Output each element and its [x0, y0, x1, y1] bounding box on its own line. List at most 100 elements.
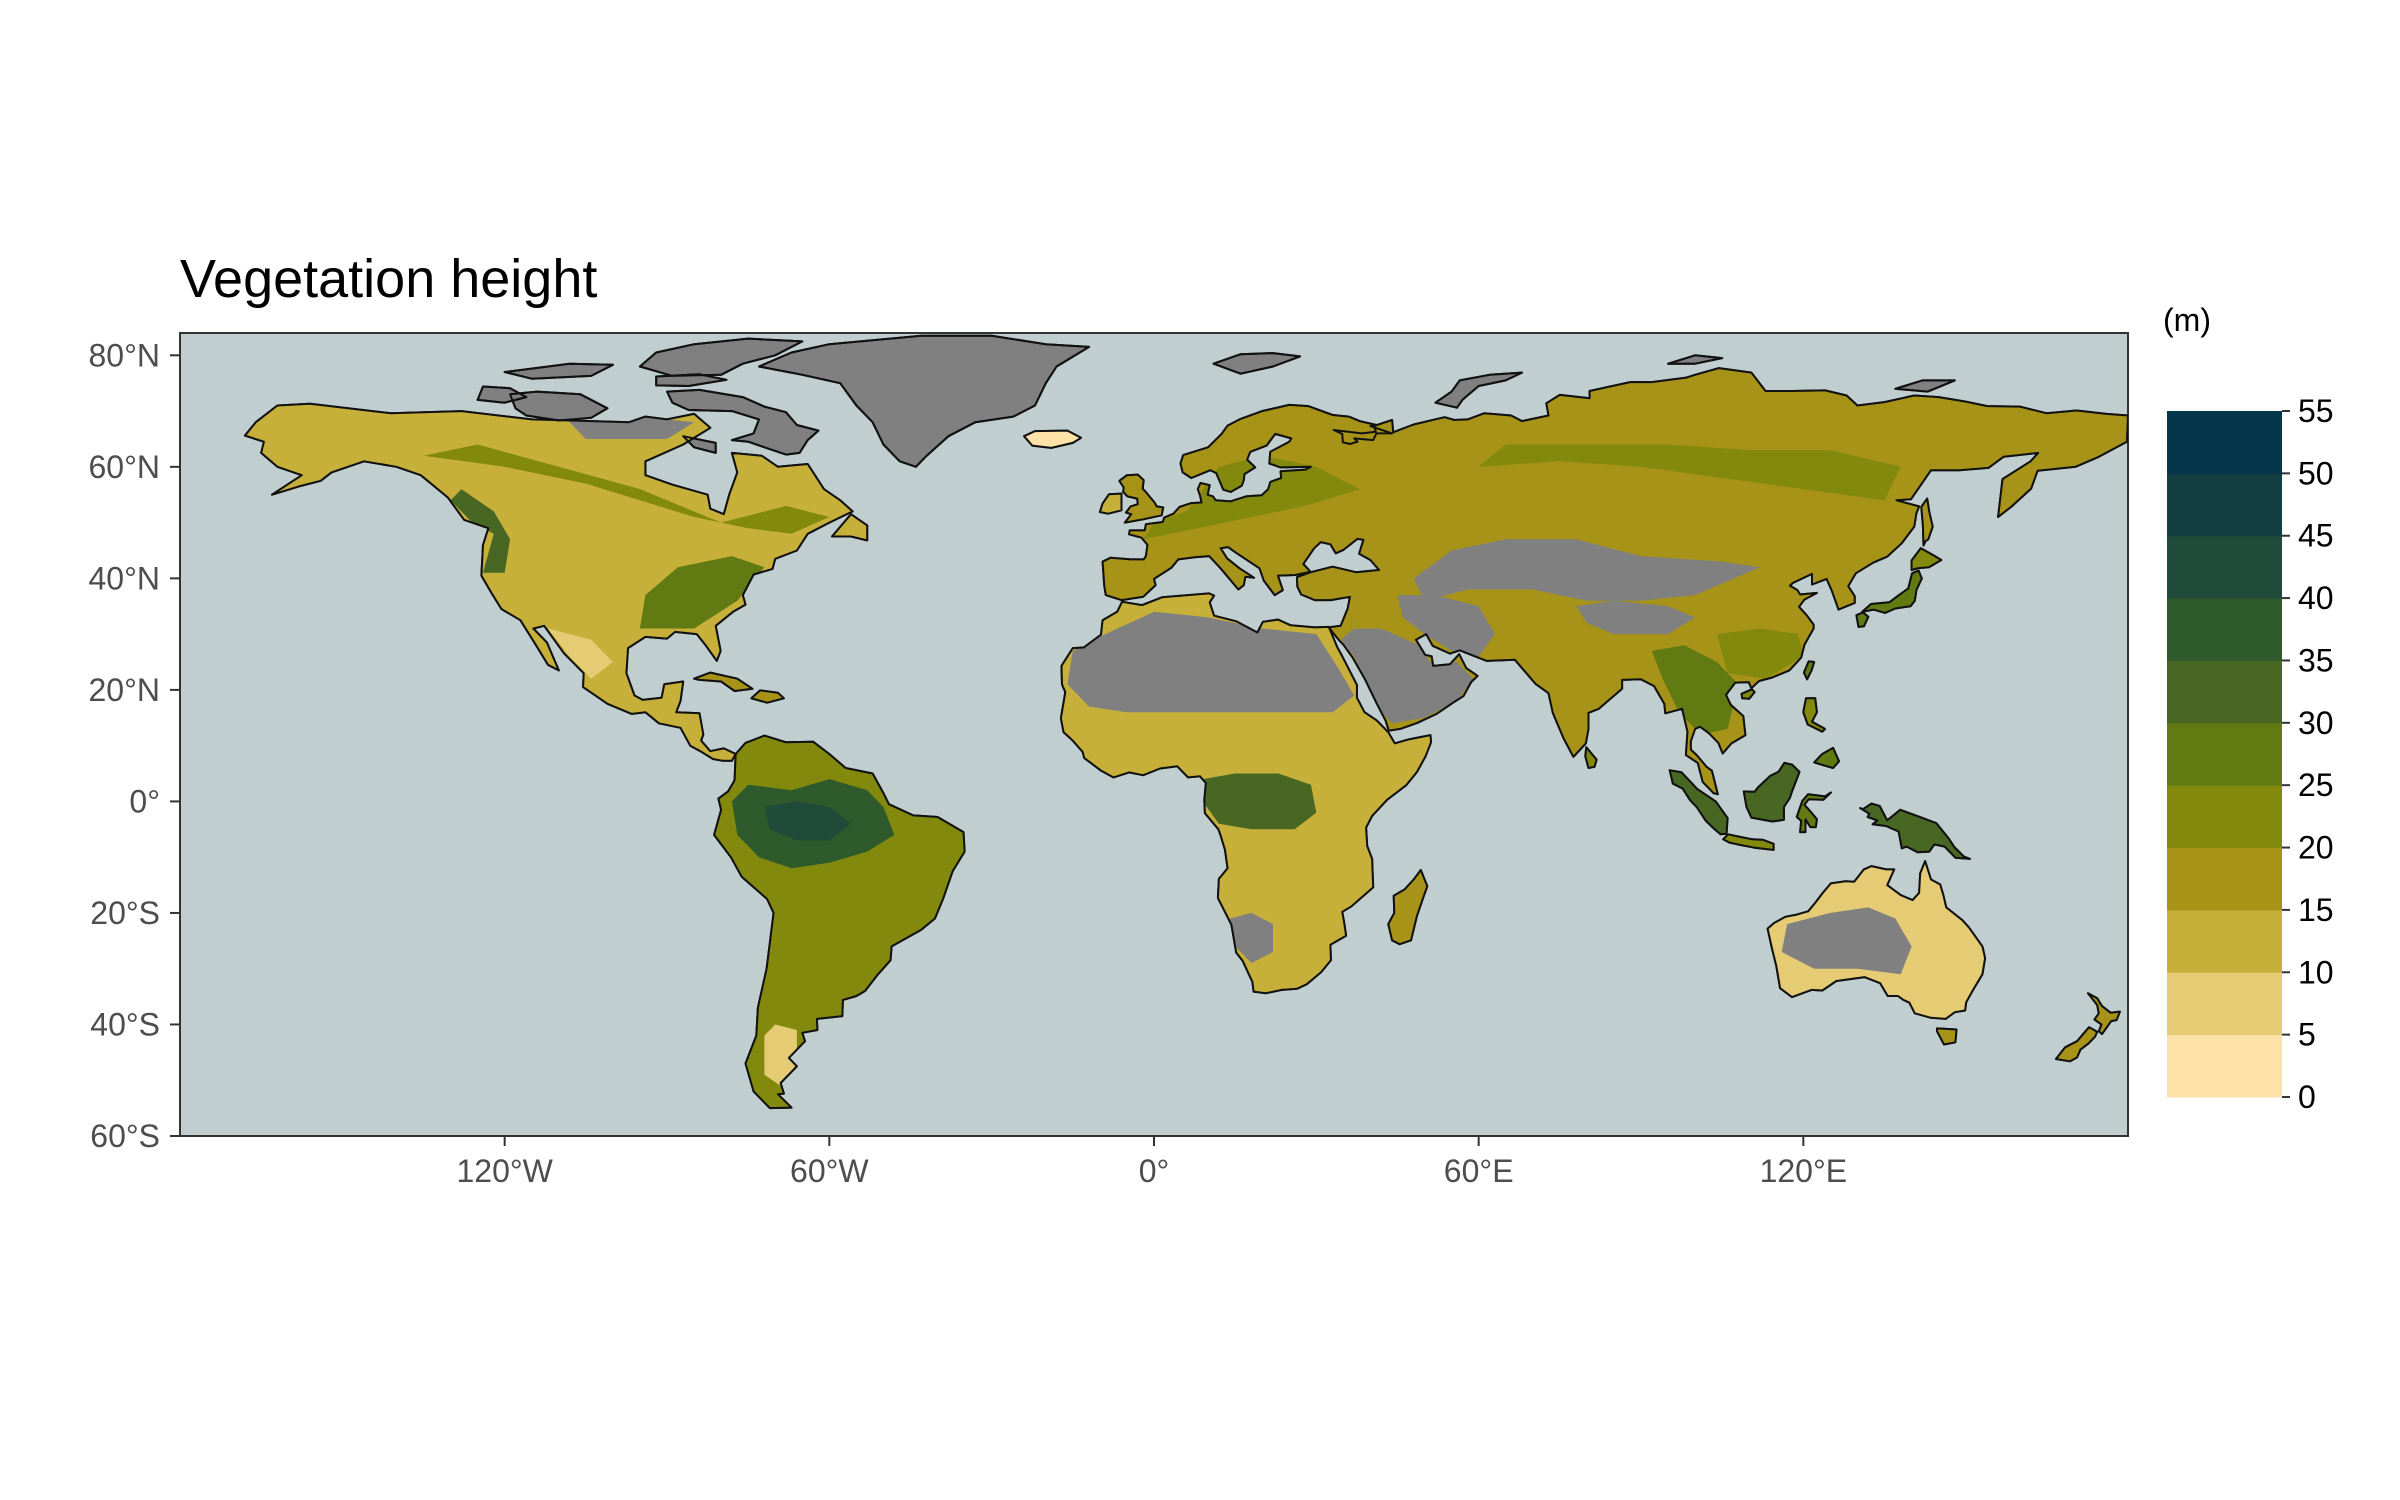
- south-china-patch: [1716, 628, 1804, 679]
- north-america-coastline: [243, 402, 854, 762]
- legend-label: 45: [2298, 518, 2334, 554]
- map-panel: [179, 332, 2129, 1137]
- borneo-vegetation: [1743, 762, 1800, 822]
- y-tick-label: 0°: [129, 783, 160, 819]
- novaya-zemlya-coastline: [1434, 371, 1523, 409]
- nz-south-vegetation: [2056, 1027, 2098, 1062]
- hispaniola-coastline: [750, 689, 785, 704]
- africa-coastline: [1059, 592, 1432, 995]
- central-asia-desert-patch: [1413, 539, 1760, 601]
- y-tick-label: 20°S: [90, 895, 160, 931]
- baffin-coastline: [666, 388, 820, 456]
- vegetation-patches: [423, 377, 1912, 1086]
- legend-label: 10: [2298, 954, 2334, 990]
- legend-bin-40-45: [2167, 535, 2282, 599]
- siberian-taiga-patch: [1478, 444, 1901, 501]
- tibet-plateau-patch: [1576, 600, 1696, 635]
- queen-elizabeth-w-coastline: [503, 362, 614, 380]
- legend-title: (m): [2163, 302, 2211, 338]
- legend-label: 55: [2298, 393, 2334, 429]
- australia-coastline: [1766, 860, 1987, 1020]
- legend-label: 15: [2298, 892, 2334, 928]
- new-guinea-vegetation: [1860, 803, 1970, 859]
- philippines-vegetation: [1803, 698, 1825, 732]
- y-tick-label: 60°S: [90, 1118, 160, 1154]
- legend-label: 25: [2298, 767, 2334, 803]
- iceland-coastline: [1023, 429, 1082, 449]
- japan-honshu-coastline: [1861, 569, 1923, 614]
- iran-desert-patch: [1397, 595, 1495, 657]
- congo-forest-patch: [1202, 773, 1317, 830]
- great-britain-coastline: [1118, 473, 1165, 524]
- legend-bin-45-50: [2167, 473, 2282, 537]
- sri-lanka-coastline: [1584, 746, 1598, 769]
- japan-hokkaido-vegetation: [1911, 548, 1942, 570]
- x-axis: 120°W 60°W 0° 60°E 120°E: [456, 1136, 1847, 1189]
- cuba-coastline: [693, 671, 754, 692]
- legend-label: 20: [2298, 830, 2334, 866]
- new-guinea-coastline: [1859, 802, 1971, 860]
- legend-bin-5-10: [2167, 972, 2282, 1036]
- sahara-desert-patch: [1067, 611, 1355, 713]
- legend-label: 0: [2298, 1079, 2316, 1115]
- nsi-coastline: [1894, 379, 1956, 393]
- tasmania-coastline: [1936, 1027, 1958, 1046]
- se-asia-forest-patch: [1651, 645, 1739, 735]
- vegetation-height-raster: [243, 334, 2128, 1110]
- greenland-coastline: [758, 334, 1091, 468]
- pacific-nw-patch: [450, 489, 511, 573]
- boreal-canada-patch: [423, 444, 830, 534]
- y-tick-label: 80°N: [89, 337, 161, 373]
- borneo-coastline: [1742, 761, 1801, 823]
- legend-bin-30-35: [2167, 660, 2282, 724]
- y-axis: 80°N 60°N 40°N 20°N 0° 20°S 40°S 60°S: [89, 337, 180, 1154]
- java-vegetation: [1723, 834, 1774, 850]
- nz-north-coastline: [2087, 992, 2121, 1035]
- ellesmere-coastline: [638, 337, 804, 377]
- java-coastline: [1722, 833, 1775, 851]
- taiwan-coastline: [1802, 660, 1816, 681]
- legend-label: 5: [2298, 1017, 2316, 1053]
- y-tick-label: 40°N: [89, 560, 161, 596]
- newfoundland-coastline: [831, 513, 869, 542]
- japan-kyushu-vegetation: [1856, 612, 1869, 627]
- legend-label: 35: [2298, 642, 2334, 678]
- x-tick-label: 60°E: [1444, 1153, 1514, 1189]
- y-tick-label: 40°S: [90, 1006, 160, 1042]
- legend-bin-15-20: [2167, 847, 2282, 911]
- taiwan-vegetation: [1803, 661, 1815, 680]
- victoria-coastline: [509, 390, 609, 422]
- legend-label: 50: [2298, 455, 2334, 491]
- devon-coastline: [655, 373, 728, 387]
- south-america-coastline: [713, 734, 966, 1110]
- banks-coastline: [476, 385, 528, 404]
- sakhalin-coastline: [1920, 497, 1934, 547]
- tasmania-vegetation: [1937, 1028, 1957, 1045]
- legend-bin-35-40: [2167, 598, 2282, 661]
- legend-labels: 0 5 10 15 20 25 30 35 40 45 50 55: [2282, 393, 2334, 1115]
- australia-interior-patch: [1781, 907, 1912, 975]
- ireland-vegetation: [1099, 493, 1122, 514]
- legend-bin-10-15: [2167, 909, 2282, 973]
- kalahari-patch: [1229, 912, 1273, 964]
- philippines-coastline: [1802, 697, 1826, 733]
- severnaya-coastline: [1667, 354, 1724, 365]
- legend-bin-0-5: [2167, 1034, 2282, 1098]
- svalbard-coastline: [1212, 352, 1302, 375]
- great-britain-vegetation: [1119, 474, 1164, 523]
- legend-bin-50-55: [2167, 411, 2282, 474]
- mindanao-vegetation: [1814, 747, 1839, 768]
- y-tick-label: 60°N: [89, 449, 161, 485]
- newfoundland-vegetation: [832, 514, 868, 541]
- ireland-coastline: [1098, 492, 1123, 515]
- madagascar-coastline: [1387, 869, 1429, 946]
- hainan-coastline: [1740, 688, 1756, 700]
- sulawesi-coastline: [1795, 791, 1832, 834]
- x-tick-label: 0°: [1139, 1153, 1170, 1189]
- madagascar-vegetation: [1388, 870, 1428, 945]
- mindanao-coastline: [1813, 746, 1840, 769]
- legend-bin-20-25: [2167, 785, 2282, 849]
- southampton-coastline: [682, 435, 717, 454]
- y-tick-label: 20°N: [89, 672, 161, 708]
